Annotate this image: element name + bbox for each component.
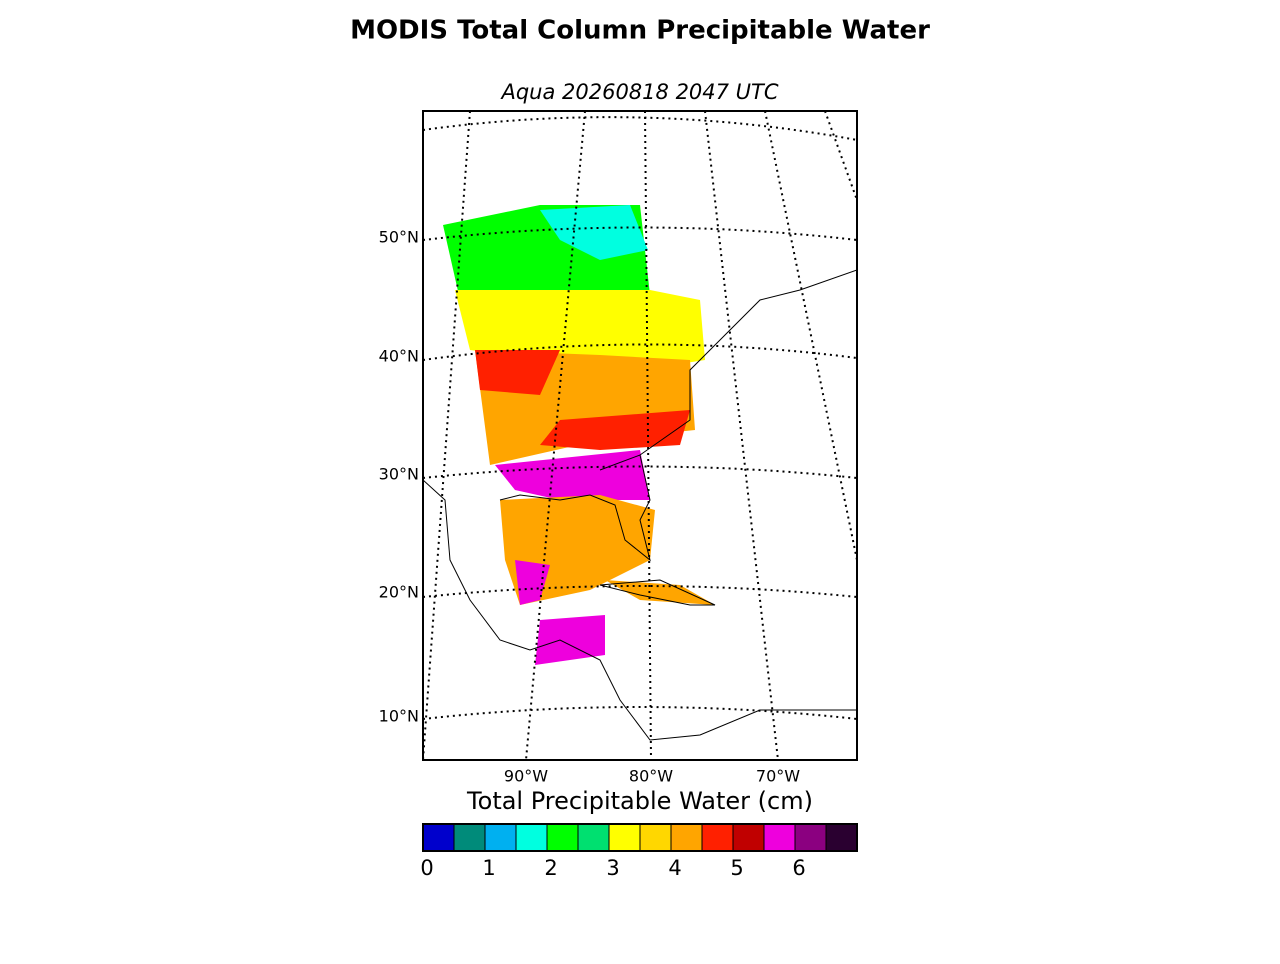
colorbar-box [485,824,516,851]
colorbar-box [547,824,578,851]
colorbar-box [671,824,702,851]
colorbar-box [702,824,733,851]
swath-magenta [495,450,650,500]
graticule [644,111,652,760]
colorbar-box [578,824,609,851]
graticule [423,585,857,598]
coastline [639,269,857,456]
colorbar-box [764,824,795,851]
graticule [423,226,857,241]
map-area [423,111,857,760]
colorbar-box [640,824,671,851]
colorbar: 0 1 2 3 4 5 6 [420,823,858,880]
axis-labels: 50°N 40°N 30°N 20°N 10°N 90°W 80°W 70°W [379,228,801,786]
lat-label: 20°N [379,583,419,602]
colorbar-box [609,824,640,851]
colorbar-tick-label: 1 [482,856,495,880]
coastline [499,454,651,562]
colorbar-box [516,824,547,851]
swath-red2 [540,410,690,450]
swath-cyan [540,205,648,260]
swath-red [475,350,560,395]
graticule [423,465,857,479]
colorbar-box [733,824,764,851]
swath-gulf-magenta [515,560,550,605]
colorbar-tick-label: 2 [544,856,557,880]
lat-label: 40°N [379,347,419,366]
lon-label: 70°W [756,767,800,786]
map-frame [422,110,858,761]
graticule [764,111,857,561]
lat-label: 30°N [379,465,419,484]
colorbar-tick-label: 3 [606,856,619,880]
lat-label: 10°N [379,707,419,726]
graticule [525,111,586,760]
colorbar-tick-label: 5 [730,856,743,880]
swath-central [535,615,605,665]
graticule [423,111,471,760]
coastline [423,479,857,741]
colorbar-tick-label: 4 [668,856,681,880]
graticule [423,343,857,361]
colorbar-frame [422,823,858,852]
colorbar-box [795,824,826,851]
colorbar-label: Total Precipitable Water (cm) [466,787,813,815]
lon-label: 80°W [629,767,673,786]
title: MODIS Total Column Precipitable Water [350,16,930,46]
colorbar-tick-label: 6 [792,856,805,880]
colorbar-box [454,824,485,851]
colorbar-box [826,824,857,851]
graticule [704,111,779,760]
lat-label: 50°N [379,228,419,247]
swath-cuba [605,580,715,605]
subtitle: Aqua 20260818 2047 UTC [499,80,778,104]
graticule [423,116,857,141]
colorbar-tick-label: 0 [420,856,433,880]
graticule [824,111,857,201]
graticule [423,706,857,720]
colorbar-box [423,824,454,851]
lon-label: 90°W [504,767,548,786]
